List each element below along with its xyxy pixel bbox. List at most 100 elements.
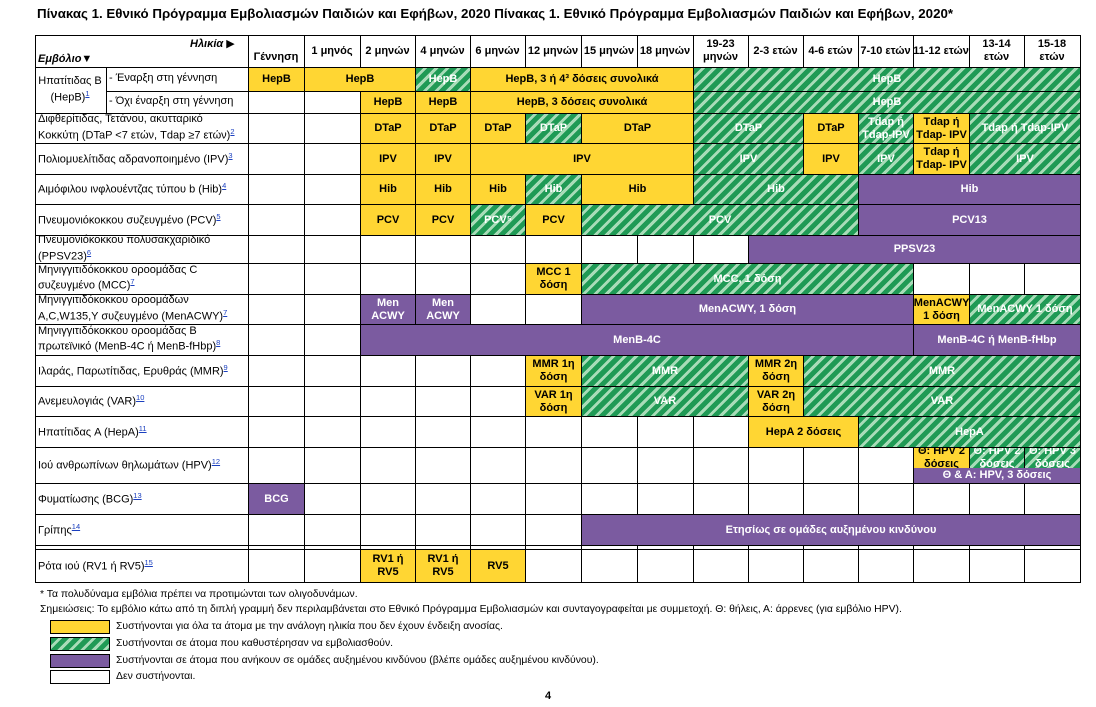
legend-text: Συστήνονται για όλα τα άτομα με την ανάλ… — [116, 621, 503, 632]
schedule-cell: HepB — [416, 68, 470, 91]
schedule-cell: HepB — [249, 68, 304, 91]
age-header: 6 μηνών — [475, 44, 520, 57]
schedule-cell: DTaP — [582, 114, 693, 143]
table-hline — [35, 235, 1081, 236]
schedule-cell: HepB — [361, 92, 415, 113]
schedule-cell: Θ: HPV 2 δόσεις — [970, 448, 1024, 468]
schedule-cell: Tdap ή Tdap-IPV — [970, 114, 1080, 143]
vaccine-label: Φυματίωσης (BCG)13 — [38, 490, 142, 506]
vaccine-label: Ηπατίτιδας A (HepA)11 — [38, 423, 147, 439]
schedule-cell: HepA 2 δόσεις — [749, 417, 858, 447]
schedule-cell: BCG — [249, 484, 304, 514]
schedule-cell: DTaP — [361, 114, 415, 143]
vaccine-label: Μηνιγγιτιδόκοκκου οροομάδων A,C,W135,Y σ… — [38, 294, 228, 323]
age-header: 15 μηνών — [583, 44, 635, 57]
schedule-cell: MMR 2η δόση — [749, 356, 803, 386]
schedule-cell: IPV — [694, 144, 803, 174]
schedule-cell: Θ: HPV 2 δόσεις — [914, 448, 969, 468]
vaccine-header-label: Εμβόλιο▼ — [38, 53, 93, 65]
schedule-cell: DTaP — [416, 114, 470, 143]
table-hline — [35, 67, 1081, 68]
schedule-cell: VAR — [804, 387, 1080, 416]
table-hline — [35, 447, 1081, 448]
age-header: 4 μηνών — [420, 44, 465, 57]
table-hline — [35, 113, 1081, 114]
table-hline — [35, 545, 1081, 546]
schedule-cell: HepB — [694, 92, 1080, 113]
schedule-cell: PCV — [416, 205, 470, 235]
schedule-cell: MCC, 1 δόση — [582, 264, 913, 294]
age-header: 11-12 ετών — [913, 44, 969, 57]
age-header: 7-10 ετών — [860, 44, 911, 57]
schedule-cell: DTaP — [694, 114, 803, 143]
vaccine-label: Πνευμονιόκοκκου πολυσακχαριδικό (PPSV23)… — [38, 234, 211, 263]
schedule-cell: MenB-4C — [361, 325, 913, 355]
page-number: 4 — [545, 690, 552, 702]
table-vline — [913, 35, 914, 582]
legend-swatch — [50, 670, 110, 684]
schedule-cell: DTaP — [526, 114, 581, 143]
schedule-cell: PCV — [361, 205, 415, 235]
schedule-cell: MenB-4C ή MenB-fHbp — [914, 325, 1080, 355]
table-hline — [35, 386, 1081, 387]
vaccine-label: Πολιομυελίτιδας αδρανοποιημένο (IPV)3 — [38, 150, 233, 166]
legend-swatch — [50, 620, 110, 634]
table-vline — [470, 35, 471, 582]
age-header: 15-18 ετών — [1037, 38, 1067, 63]
table-vline — [1080, 35, 1081, 582]
age-header: 19-23 μηνών — [703, 38, 738, 63]
table-hline — [35, 483, 1081, 484]
schedule-cell: Hib — [526, 175, 581, 204]
schedule-cell: Hib — [416, 175, 470, 204]
schedule-cell: HepB — [694, 68, 1080, 91]
vaccine-label: Πνευμονιόκοκκου συζευγμένο (PCV)5 — [38, 211, 221, 227]
schedule-cell: HepB — [305, 68, 415, 91]
table-vline — [969, 35, 970, 582]
schedule-cell: VAR — [582, 387, 748, 416]
legend-text: Συστήνονται σε άτομα που ανήκουν σε ομάδ… — [116, 655, 599, 666]
schedule-cell: RV5 — [471, 550, 525, 582]
schedule-cell: IPV — [970, 144, 1080, 174]
legend-text: Δεν συστήνονται. — [116, 671, 196, 682]
age-header-label: Ηλικία ▶ — [190, 38, 235, 50]
vaccine-label: Μηνιγγιτιδόκοκκου οροομάδας B πρωτεϊνικό… — [38, 324, 221, 353]
schedule-cell: MenACWY, 1 δόση — [582, 295, 913, 324]
table-hline — [106, 91, 1080, 92]
schedule-cell: Tdap ή Tdap- IPV — [914, 114, 969, 143]
vaccine-label: Ανεμευλογιάς (VAR)10 — [38, 393, 145, 408]
schedule-cell: Tdap ή Tdap- IPV — [914, 144, 969, 174]
vaccine-sublabel: - Όχι έναρξη στη γέννηση — [109, 95, 234, 108]
schedule-cell: MCC 1 δόση — [526, 264, 581, 294]
age-header: 12 μηνών — [527, 44, 579, 57]
table-vline — [525, 35, 526, 582]
schedule-cell: IPV — [859, 144, 913, 174]
vaccine-label: Μηνιγγιτιδόκοκκου οροομάδας C συζευγμένο… — [38, 263, 198, 292]
schedule-cell: Θ & Α: HPV, 3 δόσεις — [914, 468, 1080, 483]
vaccine-label: Αιμόφιλου ινφλουέντζας τύπου b (Hib)4 — [38, 181, 227, 196]
schedule-cell: Men ACWY — [361, 295, 415, 324]
table-vline — [415, 35, 416, 582]
table-hline — [35, 174, 1081, 175]
legend-swatch — [50, 654, 110, 668]
age-header: 1 μηνός — [311, 44, 353, 57]
schedule-cell: RV1 ή RV5 — [361, 550, 415, 582]
schedule-cell: HepB — [416, 92, 470, 113]
vaccine-sublabel: - Έναρξη στη γέννηση — [109, 72, 218, 85]
age-header: 13-14 ετών — [982, 38, 1011, 63]
table-hline — [35, 263, 1081, 264]
schedule-cell: PCV — [526, 205, 581, 235]
schedule-cell: Hib — [859, 175, 1080, 204]
schedule-cell: PCV — [582, 205, 858, 235]
schedule-cell: HepA — [859, 417, 1080, 447]
age-header: 4-6 ετών — [808, 44, 853, 57]
page-title: Πίνακας 1. Εθνικό Πρόγραμμα Εμβολιασμών … — [37, 6, 954, 21]
table-hline — [35, 582, 1081, 583]
table-hline — [35, 416, 1081, 417]
table-vline — [304, 35, 305, 582]
schedule-cell: IPV — [471, 144, 693, 174]
table-hline — [35, 143, 1081, 144]
schedule-cell: Θ: HPV 3 δόσεις — [1025, 448, 1080, 468]
schedule-cell: Men ACWY — [416, 295, 470, 324]
schedule-cell: Tdap ή Tdap-IPV — [859, 114, 913, 143]
